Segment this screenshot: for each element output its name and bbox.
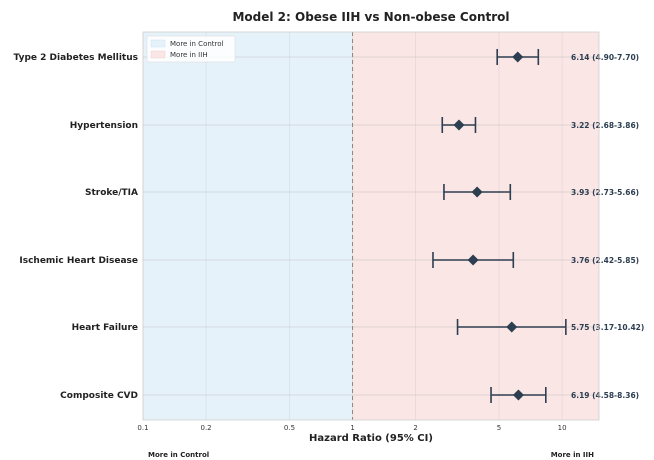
x-tick-label: 0.5 (284, 424, 295, 432)
hazard-ratio-marker (453, 119, 465, 131)
hr-value-label: 3.22 (2.68-3.86) (571, 121, 639, 130)
hr-value-label: 3.76 (2.42-5.85) (571, 256, 639, 265)
hazard-ratio-marker (506, 321, 518, 333)
hr-value-label: 3.93 (2.73-5.66) (571, 188, 639, 197)
legend: More in Control More in IIH (146, 35, 236, 63)
legend-label-control: More in Control (170, 40, 224, 48)
category-label: Composite CVD (60, 391, 138, 401)
category-label: Stroke/TIA (85, 188, 138, 198)
side-label-right: More in IIH (551, 451, 594, 459)
x-tick-label: 2 (413, 424, 417, 432)
x-tick-label: 10 (558, 424, 567, 432)
estimates: 6.14 (4.90-7.70) 3.22 (2.68-3.86) 3.93 (2.… (432, 49, 644, 403)
x-tick-label: 1 (350, 424, 354, 432)
hr-value-label: 5.75 (3.17-10.42) (571, 323, 644, 332)
x-axis-title: Hazard Ratio (95% CI) (309, 433, 433, 444)
hazard-ratio-marker (467, 254, 479, 266)
x-axis: 0.1 0.2 0.5 1 2 5 10 (137, 424, 566, 432)
control-region (143, 32, 353, 420)
iih-region (352, 32, 599, 420)
legend-swatch-iih (150, 50, 166, 59)
category-label: Heart Failure (72, 323, 138, 333)
legend-swatch-control (150, 39, 166, 48)
category-label: Hypertension (70, 121, 138, 131)
hazard-ratio-marker (512, 389, 524, 401)
hr-value-label: 6.14 (4.90-7.70) (571, 53, 639, 62)
hazard-ratio-marker (471, 186, 483, 198)
chart-title: Model 2: Obese IIH vs Non-obese Control (232, 10, 509, 24)
x-tick-label: 0.2 (201, 424, 212, 432)
hr-value-label: 6.19 (4.58-8.36) (571, 391, 639, 400)
legend-label-iih: More in IIH (170, 51, 208, 59)
x-tick-label: 0.1 (137, 424, 148, 432)
category-label: Type 2 Diabetes Mellitus (14, 53, 138, 63)
x-tick-label: 5 (497, 424, 501, 432)
category-label: Ischemic Heart Disease (19, 256, 138, 266)
plot-frame (142, 31, 600, 421)
hazard-ratio-marker (512, 51, 524, 63)
side-label-left: More in Control (148, 451, 209, 459)
